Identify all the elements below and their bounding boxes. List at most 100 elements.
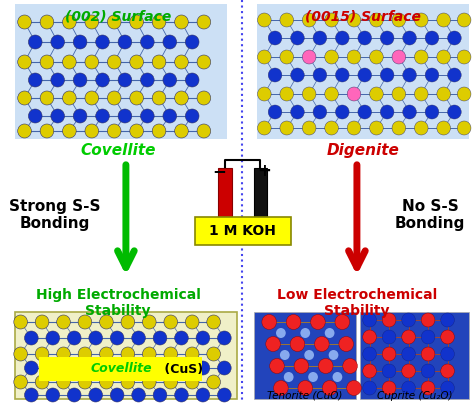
Circle shape — [132, 361, 146, 375]
Circle shape — [163, 73, 177, 87]
Circle shape — [73, 109, 87, 123]
Circle shape — [280, 13, 293, 27]
Circle shape — [18, 55, 31, 69]
Circle shape — [100, 375, 113, 389]
Text: Covellite: Covellite — [81, 143, 156, 158]
Circle shape — [280, 121, 293, 135]
Circle shape — [457, 87, 471, 101]
FancyBboxPatch shape — [360, 312, 469, 399]
Circle shape — [284, 372, 293, 382]
Circle shape — [130, 55, 144, 69]
Circle shape — [402, 313, 415, 327]
Circle shape — [132, 331, 146, 345]
Circle shape — [313, 68, 327, 82]
Circle shape — [382, 313, 396, 327]
Circle shape — [118, 109, 132, 123]
Circle shape — [108, 15, 121, 29]
Circle shape — [441, 364, 455, 378]
Circle shape — [347, 50, 361, 64]
Circle shape — [268, 105, 282, 119]
Circle shape — [425, 31, 439, 45]
Circle shape — [89, 361, 102, 375]
Circle shape — [174, 388, 188, 402]
Circle shape — [328, 350, 338, 360]
Circle shape — [370, 50, 383, 64]
Circle shape — [414, 50, 428, 64]
Circle shape — [218, 361, 231, 375]
Circle shape — [363, 347, 376, 361]
Circle shape — [174, 15, 188, 29]
Circle shape — [447, 68, 461, 82]
Circle shape — [294, 359, 309, 374]
Circle shape — [403, 105, 416, 119]
Circle shape — [143, 315, 156, 329]
Text: Covellite: Covellite — [90, 363, 152, 376]
Circle shape — [266, 337, 281, 351]
Circle shape — [302, 13, 316, 27]
Circle shape — [382, 364, 396, 378]
Circle shape — [196, 388, 210, 402]
Circle shape — [335, 314, 350, 330]
Circle shape — [46, 388, 60, 402]
Circle shape — [89, 388, 102, 402]
Circle shape — [121, 347, 135, 361]
Circle shape — [63, 15, 76, 29]
Circle shape — [67, 361, 81, 375]
Circle shape — [421, 381, 435, 395]
Circle shape — [67, 331, 81, 345]
Circle shape — [382, 330, 396, 344]
Circle shape — [358, 31, 372, 45]
Circle shape — [358, 68, 372, 82]
Circle shape — [18, 124, 31, 138]
Circle shape — [163, 35, 177, 49]
Text: +: + — [257, 162, 271, 180]
Circle shape — [425, 68, 439, 82]
Circle shape — [457, 121, 471, 135]
Circle shape — [290, 337, 305, 351]
Circle shape — [51, 73, 64, 87]
FancyBboxPatch shape — [15, 4, 227, 139]
Circle shape — [403, 68, 416, 82]
Circle shape — [380, 31, 394, 45]
FancyBboxPatch shape — [254, 312, 356, 399]
Circle shape — [280, 87, 293, 101]
Circle shape — [185, 109, 199, 123]
Circle shape — [163, 109, 177, 123]
Circle shape — [302, 50, 316, 64]
Circle shape — [358, 105, 372, 119]
FancyBboxPatch shape — [39, 357, 202, 381]
Circle shape — [110, 361, 124, 375]
Circle shape — [14, 375, 27, 389]
FancyBboxPatch shape — [254, 168, 267, 218]
Circle shape — [130, 15, 144, 29]
Circle shape — [339, 337, 354, 351]
FancyBboxPatch shape — [195, 217, 291, 245]
Circle shape — [78, 315, 92, 329]
Circle shape — [370, 121, 383, 135]
Circle shape — [153, 361, 167, 375]
Circle shape — [140, 35, 154, 49]
Text: (CuS): (CuS) — [160, 363, 203, 376]
Circle shape — [57, 347, 70, 361]
Circle shape — [286, 314, 301, 330]
Circle shape — [403, 31, 416, 45]
Circle shape — [73, 73, 87, 87]
Circle shape — [304, 350, 314, 360]
Circle shape — [421, 364, 435, 378]
Circle shape — [346, 380, 361, 395]
Circle shape — [257, 87, 271, 101]
Circle shape — [51, 35, 64, 49]
Text: No S-S
Bonding: No S-S Bonding — [395, 199, 465, 231]
Circle shape — [143, 375, 156, 389]
Circle shape — [196, 331, 210, 345]
Circle shape — [46, 361, 60, 375]
Circle shape — [185, 35, 199, 49]
Circle shape — [152, 124, 166, 138]
Text: Tenorite (CuO): Tenorite (CuO) — [266, 391, 342, 401]
Text: Low Electrochemical
Stability: Low Electrochemical Stability — [277, 288, 437, 318]
Circle shape — [35, 315, 49, 329]
Circle shape — [273, 380, 288, 395]
Circle shape — [414, 13, 428, 27]
Circle shape — [370, 13, 383, 27]
Circle shape — [100, 347, 113, 361]
